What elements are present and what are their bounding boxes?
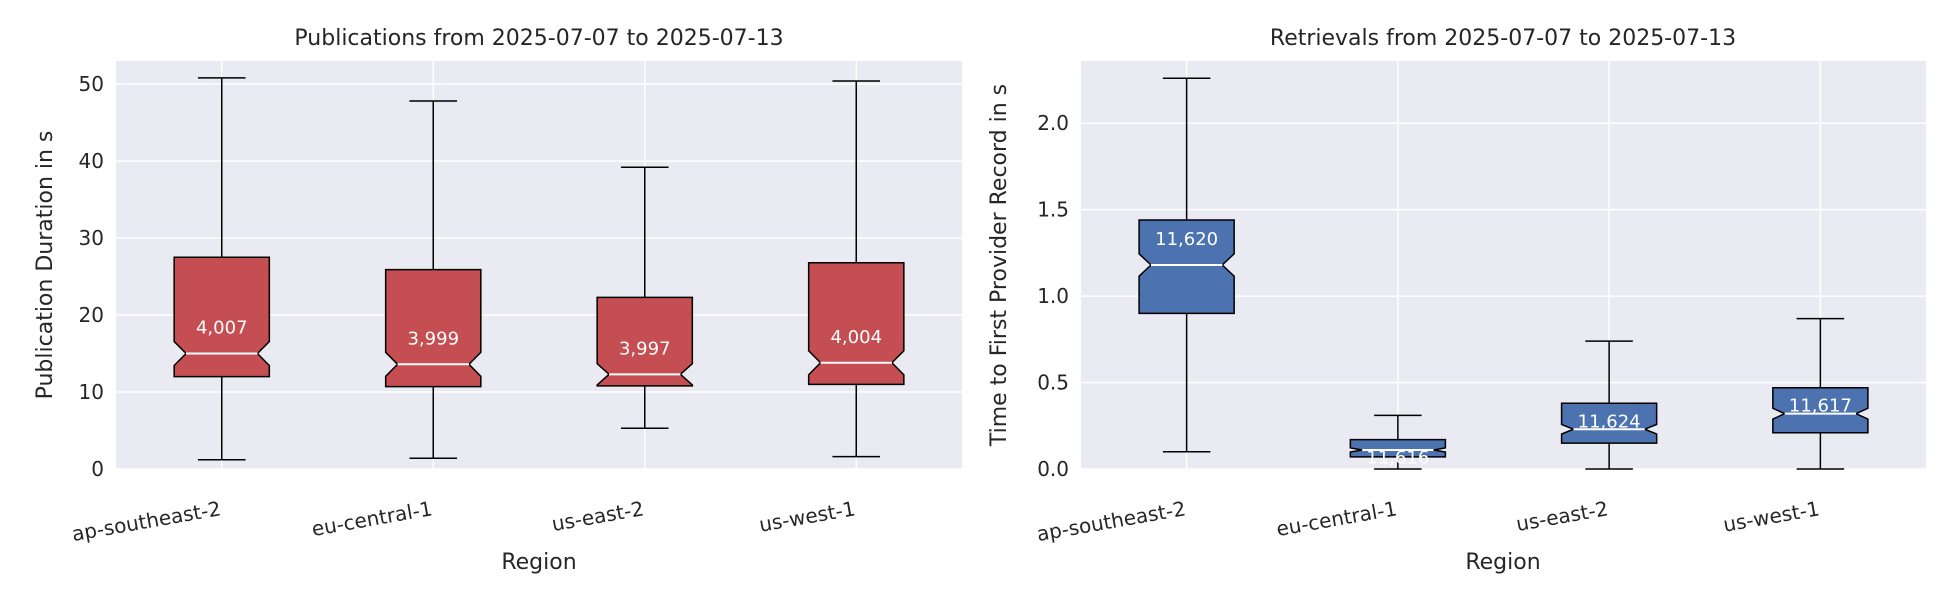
count-label: 3,997 xyxy=(619,338,671,359)
x-tick-label: us-west-1 xyxy=(1721,496,1821,537)
y-tick-label: 0.5 xyxy=(1037,371,1069,395)
x-tick-label: us-east-2 xyxy=(550,496,646,536)
x-tick-label: eu-central-1 xyxy=(310,496,434,541)
box xyxy=(173,256,271,378)
count-label: 4,004 xyxy=(830,327,882,348)
x-tick-label: us-west-1 xyxy=(757,496,857,537)
x-tick-label: ap-southeast-2 xyxy=(70,496,223,546)
count-label: 3,999 xyxy=(407,328,459,349)
x-tick-label: us-east-2 xyxy=(1514,496,1610,536)
y-tick-label: 1.5 xyxy=(1037,198,1069,222)
box xyxy=(384,268,482,388)
boxes: 11,620 11,616 11,624 11,617 xyxy=(1138,77,1869,470)
count-label: 11,624 xyxy=(1578,411,1641,432)
box xyxy=(1138,219,1235,315)
count-label: 4,007 xyxy=(196,318,248,339)
box xyxy=(1560,402,1658,444)
y-tick-label: 0.0 xyxy=(1037,457,1069,481)
x-tick-labels: ap-southeast-2 eu-central-1 us-east-2 us-we… xyxy=(1035,496,1821,546)
boxes: 4,007 3,999 3,997 4,004 xyxy=(173,77,905,461)
y-axis-label: Time to First Provider Record in s xyxy=(987,84,1012,447)
x-tick-label: ap-southeast-2 xyxy=(1035,496,1188,546)
y-tick-label: 2.0 xyxy=(1037,111,1069,135)
chart-title: Retrievals from 2025-07-07 to 2025-07-13 xyxy=(1270,26,1736,51)
box xyxy=(596,296,694,387)
publications-chart: 4,007 3,999 3,997 4,004 0 10 20 30 40 50 ap-sout… xyxy=(33,26,962,575)
x-tick-label: eu-central-1 xyxy=(1274,496,1398,541)
chart-title: Publications from 2025-07-07 to 2025-07-… xyxy=(294,26,783,51)
retrievals-chart: 11,620 11,616 11,624 11,617 0.0 0.5 1.0 1.5 2.0… xyxy=(987,26,1926,575)
count-label: 11,617 xyxy=(1789,396,1852,417)
x-axis-label: Region xyxy=(1465,550,1540,575)
y-tick-labels: 0.0 0.5 1.0 1.5 2.0 xyxy=(1037,111,1069,481)
y-tick-label: 1.0 xyxy=(1037,284,1069,308)
y-axis-label: Publication Duration in s xyxy=(33,131,58,400)
y-tick-label: 10 xyxy=(79,380,104,404)
count-label: 11,620 xyxy=(1155,229,1218,250)
box xyxy=(1349,438,1447,458)
box xyxy=(807,261,905,386)
y-tick-label: 20 xyxy=(79,303,104,327)
count-label: 11,616 xyxy=(1366,448,1429,469)
y-tick-label: 40 xyxy=(79,149,104,173)
y-tick-labels: 0 10 20 30 40 50 xyxy=(79,72,104,481)
x-axis-label: Region xyxy=(501,550,576,575)
box xyxy=(1772,386,1869,434)
x-tick-labels: ap-southeast-2 eu-central-1 us-east-2 us-we… xyxy=(70,496,857,546)
y-tick-label: 50 xyxy=(79,72,104,96)
y-tick-label: 30 xyxy=(79,226,104,250)
y-tick-label: 0 xyxy=(91,457,104,481)
